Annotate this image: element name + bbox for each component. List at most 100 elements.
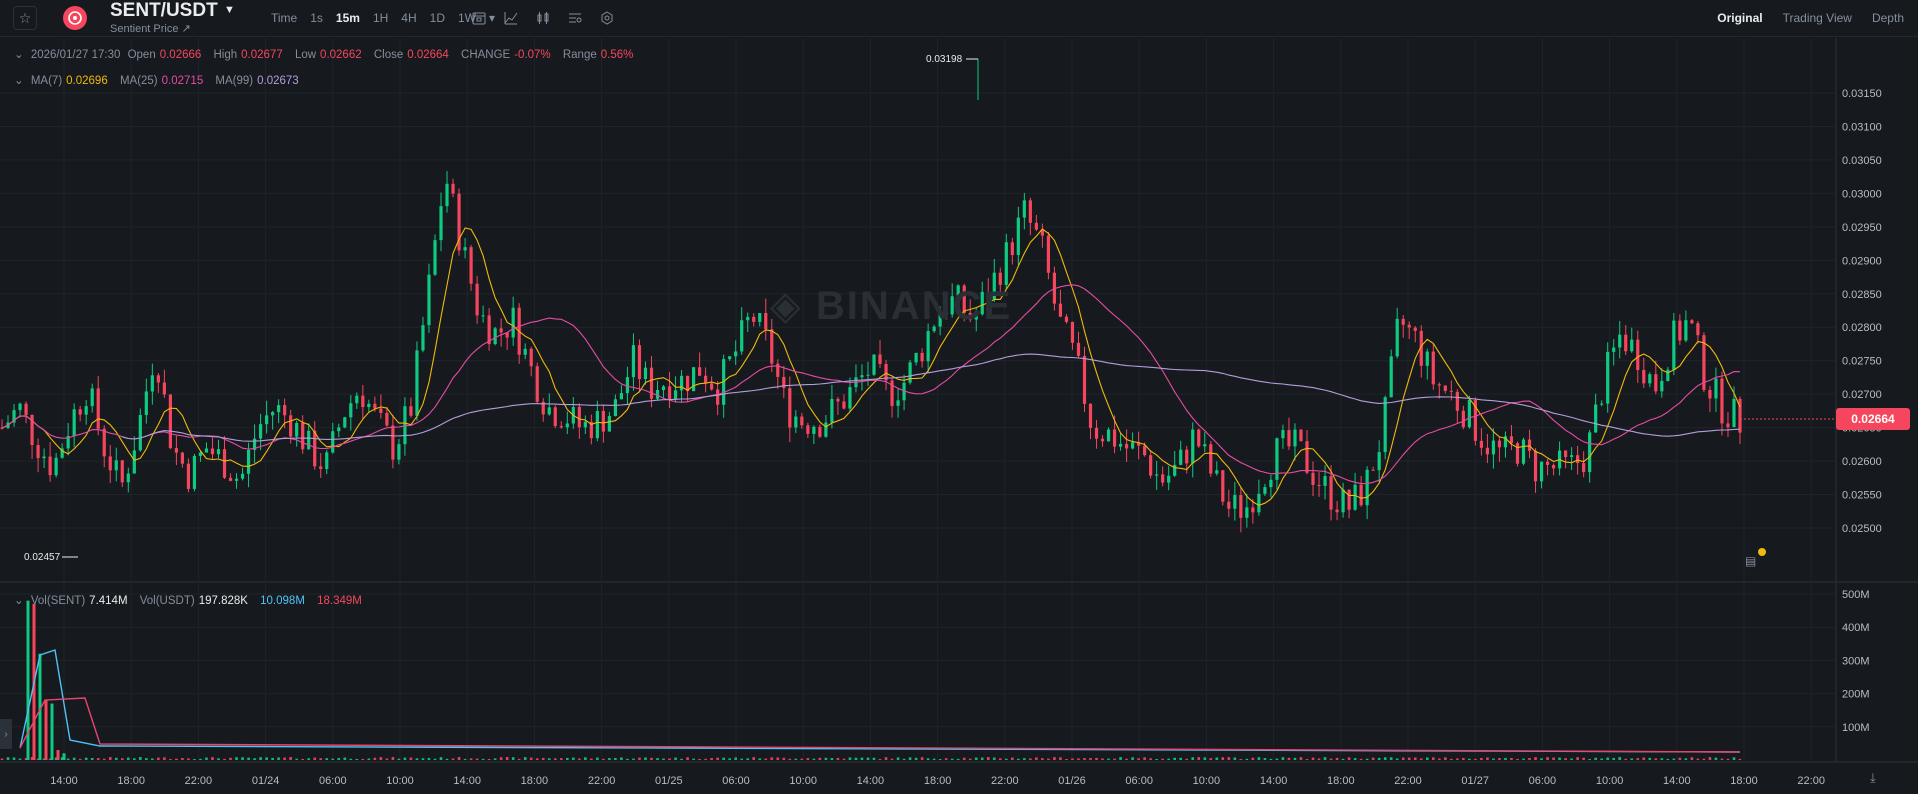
calendar-icon[interactable] xyxy=(470,9,488,27)
volume-bar xyxy=(48,758,52,760)
volume-bar xyxy=(1359,758,1363,760)
candle-body xyxy=(1738,398,1742,433)
candle-body xyxy=(114,460,118,471)
interval-1w[interactable]: 1W xyxy=(457,11,476,25)
volume-bar xyxy=(1588,758,1591,760)
indicator-icon[interactable] xyxy=(502,9,520,27)
volume-collapse-icon[interactable]: ⌄ xyxy=(14,595,24,607)
volume-bar xyxy=(1546,757,1549,760)
volume-bar xyxy=(1552,757,1555,760)
volume-bar xyxy=(758,758,762,760)
volume-bar xyxy=(1486,757,1489,760)
volume-bar xyxy=(1353,758,1357,760)
candle-body xyxy=(258,424,263,439)
volume-bar xyxy=(596,757,599,760)
candle-body xyxy=(872,354,876,375)
volume-bar xyxy=(1498,758,1501,760)
pair-title[interactable]: SENT/USDT xyxy=(110,0,218,21)
volume-bar xyxy=(890,758,894,760)
scale-toggle-icon[interactable]: ⤓ xyxy=(1870,770,1876,785)
pair-dropdown-caret-icon[interactable]: ▼ xyxy=(224,4,235,16)
volume-bar xyxy=(547,758,551,760)
volume-bar xyxy=(1317,758,1321,760)
candle-body xyxy=(1058,303,1063,317)
candle-body xyxy=(649,367,654,399)
interval-15m[interactable]: 15m xyxy=(335,11,360,25)
favorite-star-icon[interactable]: ☆ xyxy=(13,6,37,30)
candle-body xyxy=(246,449,251,474)
candle-type-icon[interactable] xyxy=(534,9,552,27)
time-tick-label: 14:00 xyxy=(1663,775,1691,787)
interval-1h[interactable]: 1H xyxy=(372,11,389,25)
volume-bar xyxy=(60,757,64,760)
candle-body xyxy=(1100,438,1105,442)
volume-bar xyxy=(211,757,214,760)
binance-diamond-icon: ◈ xyxy=(770,284,803,328)
volume-bar xyxy=(1522,758,1525,760)
price-tick-label: 0.02600 xyxy=(1842,456,1882,468)
volume-bar xyxy=(650,757,653,760)
volume-bar xyxy=(818,757,822,760)
tab-original[interactable]: Original xyxy=(1717,11,1763,25)
candle-body xyxy=(385,412,389,426)
candle-body xyxy=(806,425,810,434)
settings-gear-icon[interactable] xyxy=(598,9,616,27)
candle-body xyxy=(950,296,954,315)
tab-depth[interactable]: Depth xyxy=(1871,11,1904,25)
legend-collapse-icon[interactable]: ⌄ xyxy=(14,49,24,61)
interval-more-caret-icon[interactable]: ▾ xyxy=(488,11,496,25)
candle-body xyxy=(283,405,287,416)
vol-usdt-label: Vol(USDT) xyxy=(139,595,195,607)
candle-body xyxy=(710,383,714,390)
candle-body xyxy=(842,401,846,409)
ma-collapse-icon[interactable]: ⌄ xyxy=(14,75,24,87)
candle-body xyxy=(373,403,377,409)
volume-bar xyxy=(1263,757,1267,760)
volume-bar xyxy=(704,758,707,760)
volume-bar xyxy=(331,758,335,760)
layout-settings-icon[interactable] xyxy=(566,9,584,27)
volume-bar xyxy=(391,757,395,760)
candle-body xyxy=(980,291,984,315)
volume-bar xyxy=(1251,757,1255,760)
volume-bar xyxy=(950,758,954,760)
volume-bar xyxy=(481,758,485,760)
volume-bar xyxy=(493,758,497,760)
candle-body xyxy=(451,183,455,194)
candle-body xyxy=(932,326,936,332)
candle-body xyxy=(788,388,792,428)
volume-bar xyxy=(1624,758,1628,760)
candle-body xyxy=(1335,509,1339,513)
ma25-value: 0.02715 xyxy=(161,75,204,87)
pair-subtitle[interactable]: Sentient Price ↗ xyxy=(110,23,191,35)
ma7-value: 0.02696 xyxy=(66,75,108,87)
tab-trading-view[interactable]: Trading View xyxy=(1782,11,1852,25)
volume-spike-bar xyxy=(38,653,42,760)
interval-1s[interactable]: 1s xyxy=(310,11,323,25)
candle-body xyxy=(192,455,197,489)
candle-body xyxy=(619,393,624,400)
candle-body xyxy=(162,382,166,395)
candle-body xyxy=(1353,484,1357,510)
candle-body xyxy=(1281,430,1285,439)
candle-body xyxy=(90,388,94,407)
order-book-icon[interactable]: ▤ xyxy=(1745,554,1757,568)
expand-panel-icon[interactable]: › xyxy=(0,719,12,749)
volume-bar xyxy=(746,758,750,760)
volume-bar xyxy=(1582,757,1585,760)
candle-body xyxy=(1347,489,1351,510)
volume-bar xyxy=(1161,758,1164,760)
candle-body xyxy=(830,398,834,423)
candle-body xyxy=(60,448,64,458)
interval-time[interactable]: Time xyxy=(271,11,298,25)
candle-body xyxy=(132,450,136,474)
candle-body xyxy=(505,332,509,338)
volume-bar xyxy=(66,758,70,760)
interval-4h[interactable]: 4H xyxy=(401,11,417,25)
volume-bar xyxy=(385,758,389,760)
candle-body xyxy=(1275,438,1279,480)
interval-1d[interactable]: 1D xyxy=(429,11,445,25)
volume-bar xyxy=(698,758,701,760)
candle-body xyxy=(168,394,172,449)
